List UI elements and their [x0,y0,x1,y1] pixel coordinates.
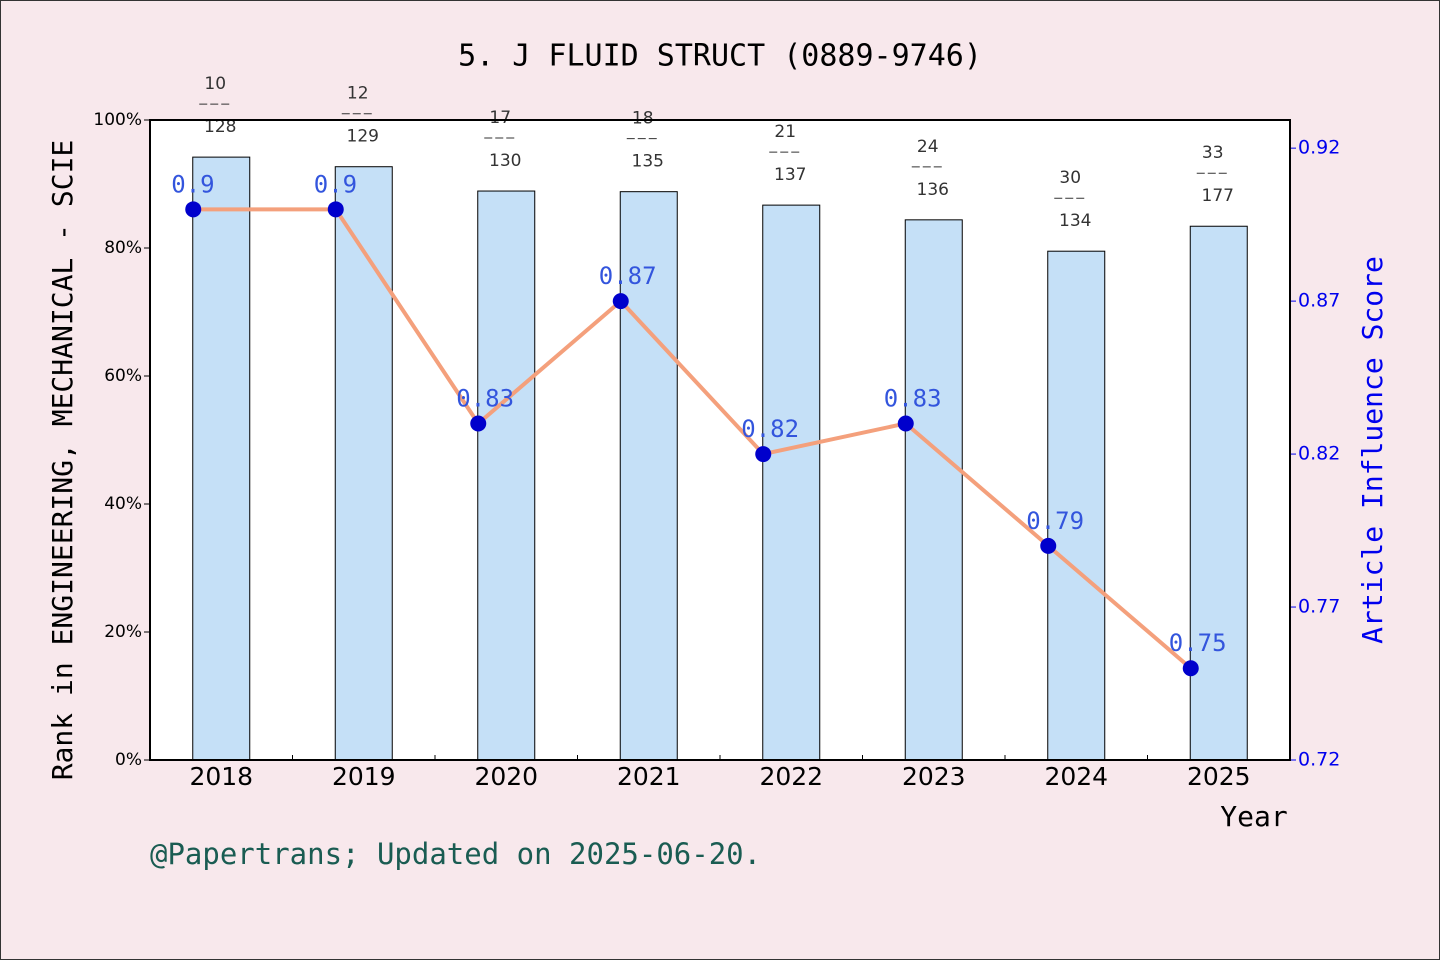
bar [192,156,251,761]
bar [1189,225,1248,761]
y-tick-label: 80% [104,238,142,258]
y-tick-label: 100% [93,110,142,130]
total-label: 177 [1202,186,1234,206]
x-tick-label: 2023 [902,762,966,791]
point-label: 0.9 [314,170,357,198]
rank-label: 33 [1202,143,1224,163]
point [612,293,629,310]
point-label: 0.75 [1169,629,1227,657]
y-tick-label: 40% [104,494,142,514]
rank-label: 30 [1059,168,1081,188]
chart-title: 5. J FLUID STRUCT (0889-9746) [458,39,982,74]
y2-tick-label: 0.82 [1298,443,1340,465]
y2-tick-label: 0.77 [1298,596,1340,618]
bar [619,191,678,761]
line [193,207,1193,670]
y2-tick-label: 0.87 [1298,290,1340,312]
x-tick-label: 2021 [617,762,681,791]
rank-label: 21 [774,122,796,142]
plot-area [150,120,1290,760]
y-tick-label: 20% [104,622,142,642]
total-label: 134 [1059,211,1091,231]
x-tick-label: 2024 [1044,762,1108,791]
bar [1047,250,1106,761]
y2-tick-label: 0.92 [1298,137,1340,159]
point [470,415,487,432]
total-label: 136 [917,180,949,200]
point-label: 0.79 [1026,507,1084,535]
rank-label: 18 [632,109,654,129]
total-label: 128 [204,117,236,137]
total-label: 129 [347,127,379,147]
rank-label: 10 [204,74,226,94]
y2-axis-title: Article Influence Score [1356,256,1389,644]
point-label: 0.82 [741,415,799,443]
bar [334,166,393,761]
rank-label: 24 [917,137,939,157]
x-tick-label: 2018 [189,762,253,791]
rank-label: 12 [347,84,369,104]
x-axis-title: Year [1220,800,1287,833]
x-tick-label: 2022 [759,762,823,791]
point [1182,660,1199,677]
point-label: 0.83 [456,384,514,412]
point [897,415,914,432]
point [327,201,344,218]
x-tick-label: 2019 [332,762,396,791]
footer: @Papertrans; Updated on 2025-06-20. [150,837,761,871]
y-axis-title: Rank in ENGINEERING, MECHANICAL - SCIE [46,140,79,781]
point [1040,537,1057,554]
point-label: 0.83 [884,384,942,412]
total-label: 137 [774,165,806,185]
y-tick-label: 60% [104,366,142,386]
total-label: 135 [632,152,664,172]
point [185,201,202,218]
point [755,446,772,463]
y-tick-label: 0% [115,750,142,770]
point-label: 0.87 [599,262,657,290]
bar [904,219,963,761]
rank-label: 17 [489,108,511,128]
y2-tick-label: 0.72 [1298,749,1340,771]
x-tick-label: 2020 [474,762,538,791]
bar [762,204,821,761]
bar [477,190,536,761]
point-label: 0.9 [171,170,214,198]
x-tick-label: 2025 [1187,762,1251,791]
plot-border [149,119,1291,761]
total-label: 130 [489,151,521,171]
